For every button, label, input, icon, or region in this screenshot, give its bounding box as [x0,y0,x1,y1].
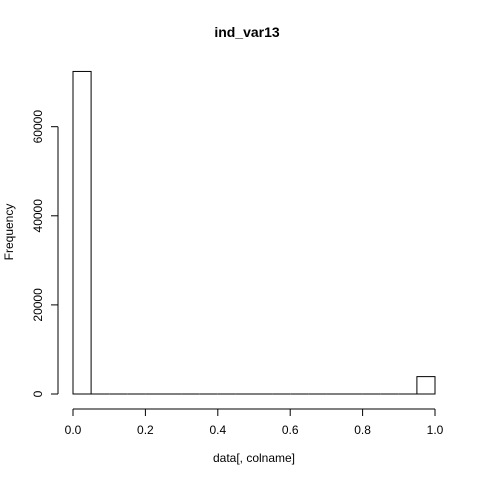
y-tick-label: 40000 [31,199,45,233]
y-tick-label: 60000 [31,110,45,144]
histogram-bar [416,376,436,395]
histogram-bars [72,70,436,395]
x-tick-label: 0.8 [354,423,371,437]
x-tick-label: 0.0 [65,423,82,437]
y-tick-label: 0 [31,390,45,397]
x-axis-label: data[, colname] [213,451,295,465]
y-axis-label: Frequency [2,204,16,261]
histogram-bar [72,70,92,395]
x-tick-label: 0.4 [209,423,226,437]
chart-title: ind_var13 [214,24,280,40]
x-axis: 0.0 0.2 0.4 0.6 0.8 1.0 [65,408,444,437]
x-tick-label: 0.6 [282,423,299,437]
y-tick-label: 20000 [31,288,45,322]
y-axis: 0 20000 40000 60000 [31,110,59,397]
x-tick-label: 0.2 [137,423,154,437]
x-tick-label: 1.0 [427,423,444,437]
